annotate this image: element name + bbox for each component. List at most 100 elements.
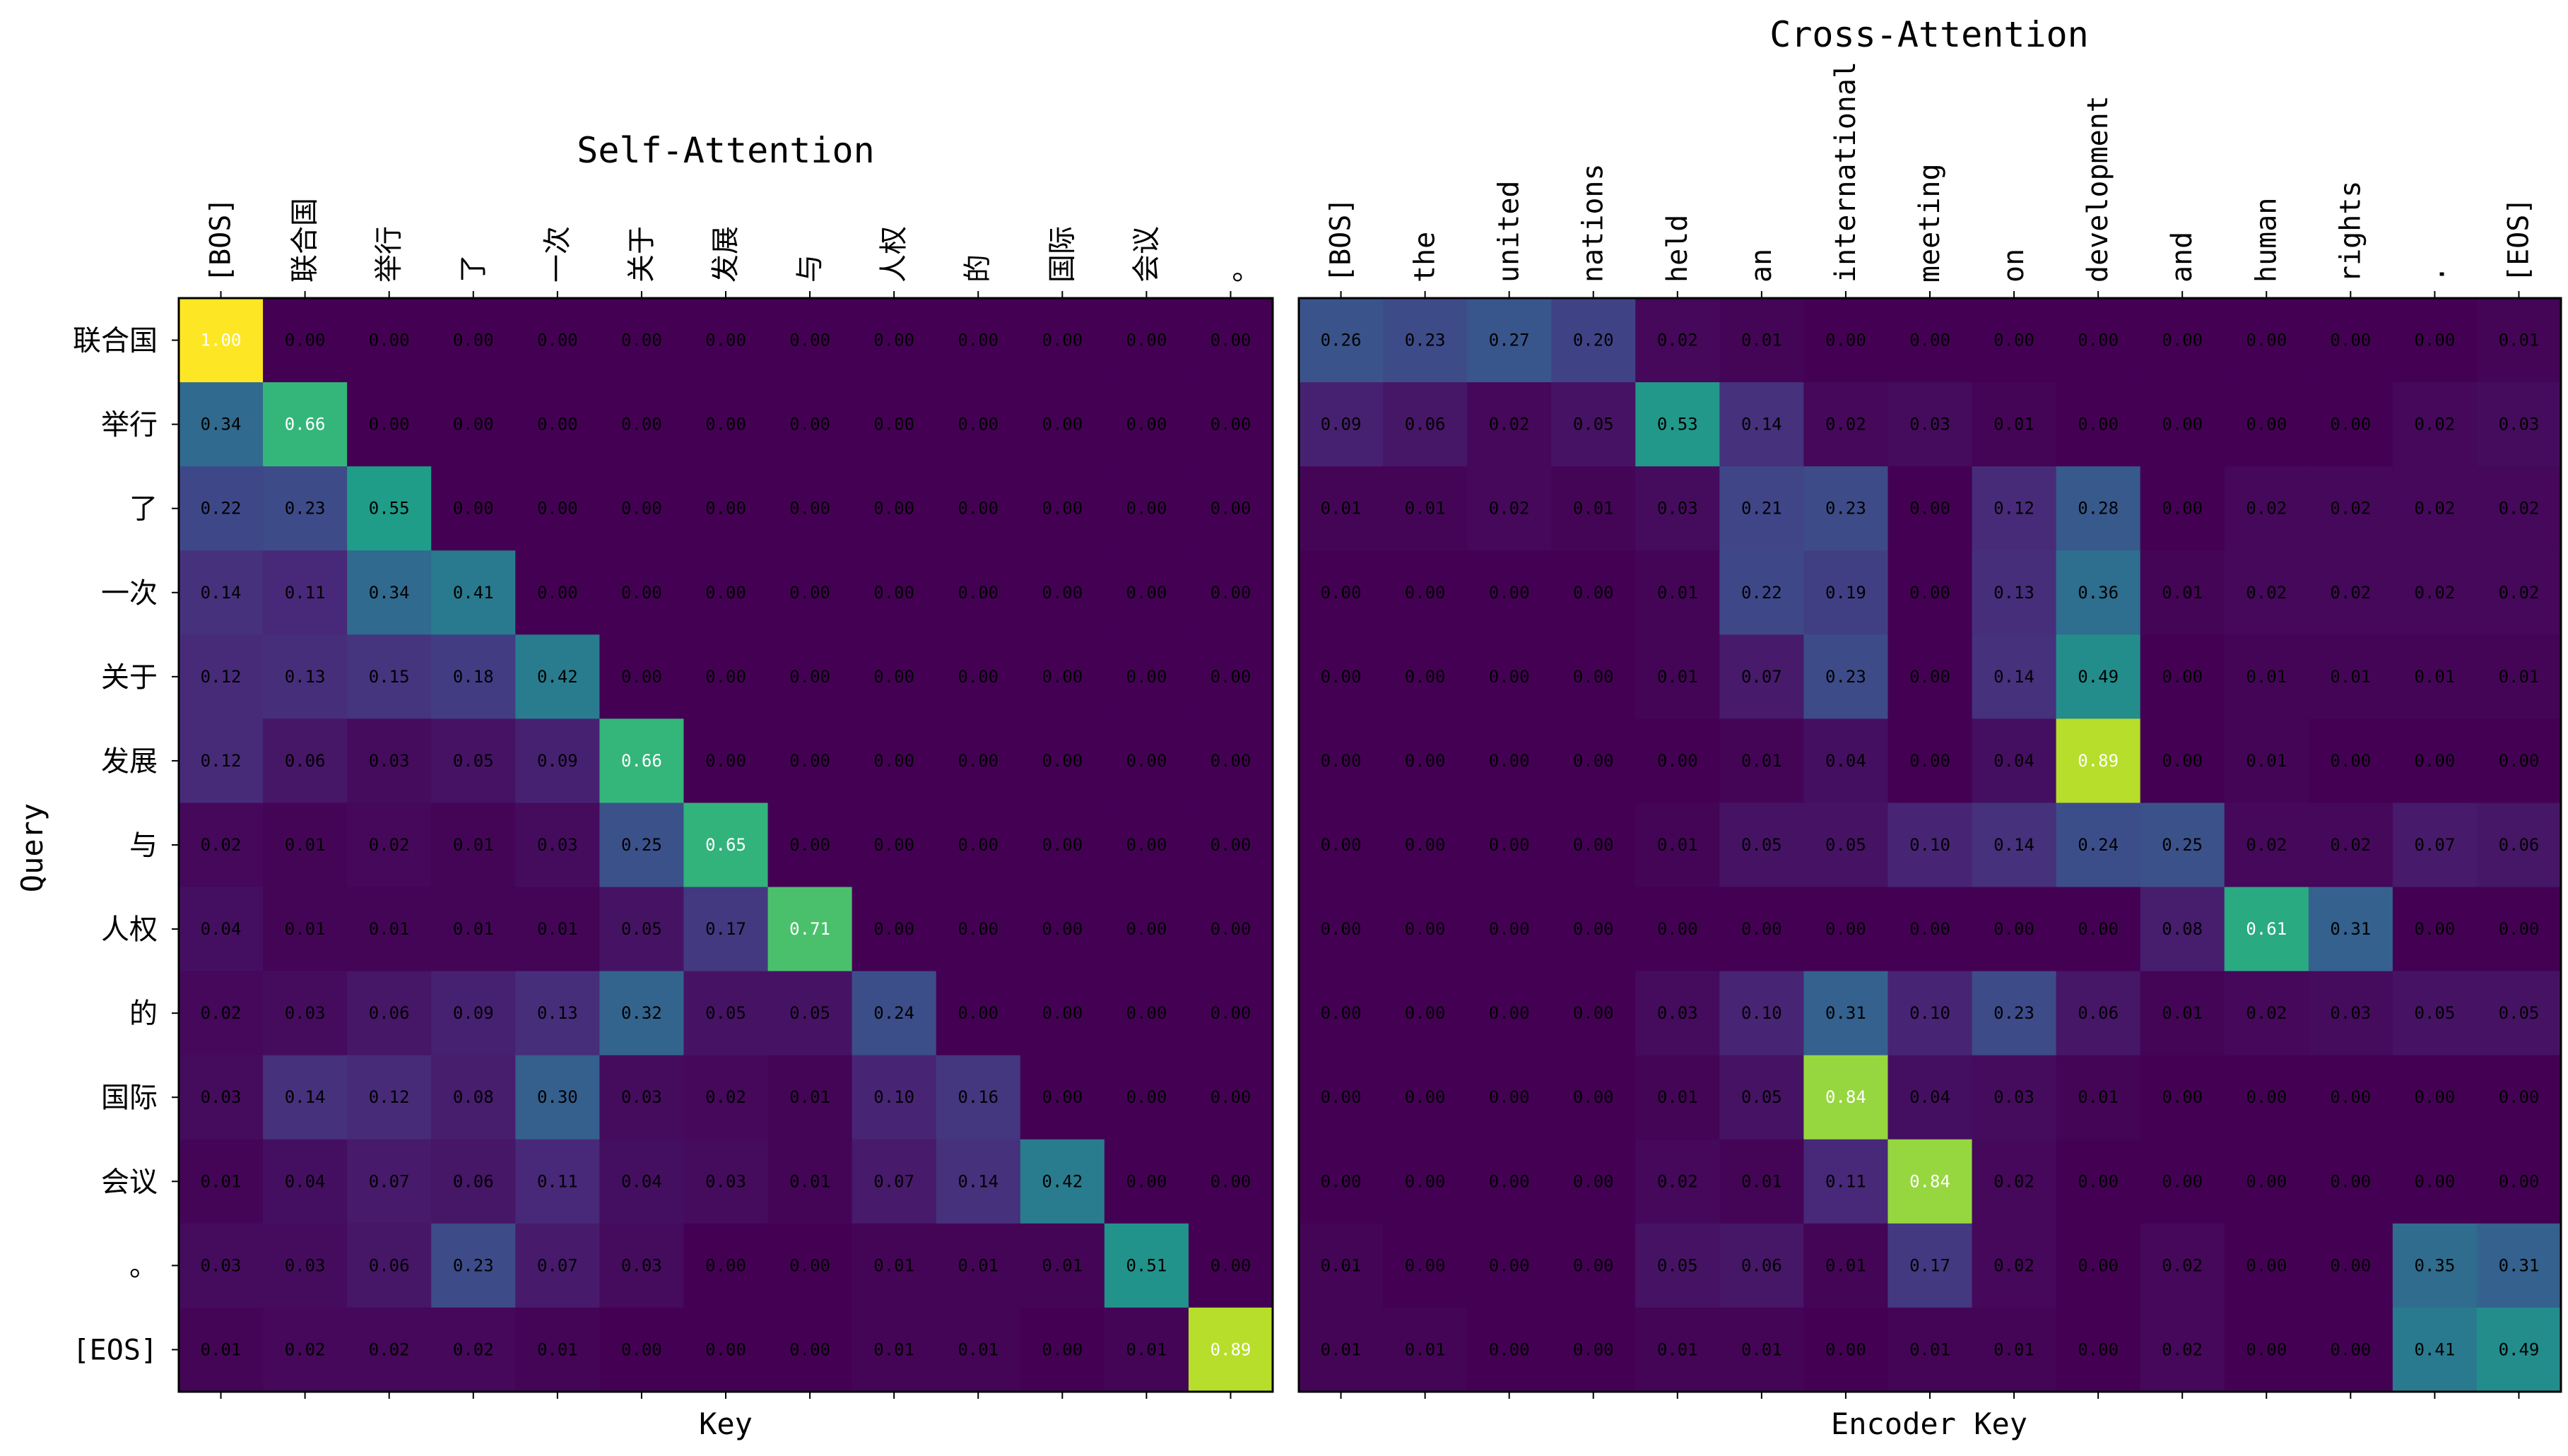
cross-cell-label-r2-c3: 0.01: [1573, 499, 1614, 519]
self-cell-label-r11-c8: 0.01: [873, 1255, 914, 1275]
self-cell-r5-c12: [1188, 718, 1273, 804]
self-cell-r10-c10: [1020, 1139, 1105, 1224]
self-cell-label-r11-c5: 0.03: [621, 1255, 662, 1275]
self-cell-r6-c2: [347, 803, 432, 888]
cross-cell-r4-c8: [1972, 634, 2057, 719]
self-cell-r11-c5: [599, 1223, 685, 1308]
cross-cell-r0-c13: [2392, 298, 2478, 383]
cross-xtick-label-international: international: [1830, 61, 1862, 283]
cross-cell-label-r7-c9: 0.00: [2078, 919, 2119, 939]
cross-xtick-label-on: on: [1998, 249, 2030, 283]
cross-cell-label-r3-c6: 0.19: [1825, 583, 1866, 603]
self-cell-label-r8-c8: 0.24: [873, 1003, 914, 1023]
self-cell-r12-c10: [1020, 1307, 1105, 1392]
self-cell-r3-c5: [599, 550, 685, 635]
cross-cell-r10-c11: [2224, 1139, 2309, 1224]
self-cell-label-r1-c11: 0.00: [1126, 415, 1167, 434]
self-cell-r3-c3: [431, 550, 516, 635]
self-cell-label-r2-c7: 0.00: [789, 499, 830, 519]
self-cell-label-r4-c4: 0.42: [537, 667, 578, 687]
self-cell-label-r2-c10: 0.00: [1042, 499, 1083, 519]
cross-cell-label-r0-c4: 0.02: [1657, 331, 1698, 350]
self-cell-r6-c0: [179, 803, 264, 888]
self-cell-r11-c3: [431, 1223, 516, 1308]
cross-xtick-label-meeting: meeting: [1914, 163, 1946, 283]
cross-cell-label-r6-c3: 0.00: [1573, 835, 1614, 855]
cross-cell-label-r10-c9: 0.00: [2078, 1171, 2119, 1191]
cross-cell-label-r1-c10: 0.00: [2162, 415, 2203, 434]
cross-cell-r12-c0: [1299, 1307, 1384, 1392]
cross-cell-r12-c4: [1635, 1307, 1720, 1392]
cross-xtick-label-development: development: [2082, 95, 2114, 283]
cross-cell-label-r10-c3: 0.00: [1573, 1171, 1614, 1191]
self-cell-r5-c4: [515, 718, 600, 804]
cross-cell-r9-c11: [2224, 1055, 2309, 1140]
cross-cell-r10-c0: [1299, 1139, 1384, 1224]
cross-cell-r7-c0: [1299, 887, 1384, 972]
self-cell-label-r0-c2: 0.00: [369, 331, 410, 350]
self-cell-r5-c0: [179, 718, 264, 804]
self-cell-r12-c9: [936, 1307, 1021, 1392]
cross-cell-r7-c13: [2392, 887, 2478, 972]
self-cell-label-r10-c11: 0.00: [1126, 1171, 1167, 1191]
self-cell-label-r0-c0: 1.00: [201, 331, 242, 350]
self-cell-label-r10-c12: 0.00: [1211, 1171, 1251, 1191]
cross-cell-label-r1-c5: 0.14: [1741, 415, 1782, 434]
self-cell-r0-c6: [683, 298, 769, 383]
cross-cell-label-r9-c6: 0.84: [1825, 1087, 1866, 1107]
cross-cell-r0-c7: [1887, 298, 1973, 383]
cross-cell-r3-c10: [2140, 550, 2225, 635]
cross-cell-r7-c2: [1467, 887, 1552, 972]
cross-cell-label-r0-c13: 0.00: [2415, 331, 2456, 350]
cross-cell-label-r9-c2: 0.00: [1489, 1087, 1530, 1107]
cross-cell-label-r12-c6: 0.00: [1825, 1339, 1866, 1359]
self-cell-r5-c7: [767, 718, 853, 804]
cross-cell-label-r11-c6: 0.01: [1825, 1255, 1866, 1275]
self-cell-r10-c6: [683, 1139, 769, 1224]
cross-cell-r8-c10: [2140, 971, 2225, 1056]
cross-cell-r9-c4: [1635, 1055, 1720, 1140]
self-ytick-label-8: 的: [129, 998, 158, 1030]
self-cell-r12-c12: [1188, 1307, 1273, 1392]
self-cell-label-r8-c4: 0.13: [537, 1003, 578, 1023]
self-cell-label-r4-c1: 0.13: [285, 667, 326, 687]
cross-cell-r11-c7: [1887, 1223, 1973, 1308]
self-cell-label-r6-c9: 0.00: [958, 835, 999, 855]
self-cell-label-r7-c11: 0.00: [1126, 919, 1167, 939]
cross-cell-label-r5-c11: 0.01: [2246, 751, 2287, 771]
self-cell-label-r4-c6: 0.00: [705, 667, 746, 687]
self-cell-r3-c4: [515, 550, 600, 635]
cross-cell-label-r10-c14: 0.00: [2499, 1171, 2540, 1191]
self-cell-label-r11-c11: 0.51: [1126, 1255, 1167, 1275]
cross-cell-label-r7-c14: 0.00: [2499, 919, 2540, 939]
cross-cell-r11-c4: [1635, 1223, 1720, 1308]
self-cell-r12-c8: [852, 1307, 937, 1392]
cross-cell-r11-c11: [2224, 1223, 2309, 1308]
self-cell-r8-c2: [347, 971, 432, 1056]
cross-cell-r11-c5: [1719, 1223, 1804, 1308]
self-cell-label-r4-c2: 0.15: [369, 667, 410, 687]
cross-cell-label-r6-c0: 0.00: [1321, 835, 1362, 855]
self-cell-r2-c10: [1020, 466, 1105, 551]
self-xtick-label-item-6: 发展: [709, 226, 742, 283]
cross-cell-label-r0-c1: 0.23: [1405, 331, 1446, 350]
self-attention-panel: Self-Attention 1.00 0.00 0.00 0.00 0.00 0.00 0…: [15, 130, 1274, 1441]
cross-cell-label-r0-c12: 0.00: [2330, 331, 2371, 350]
cross-cell-label-r5-c3: 0.00: [1573, 751, 1614, 771]
cross-cell-r2-c8: [1972, 466, 2057, 551]
cross-cell-label-r8-c14: 0.05: [2499, 1003, 2540, 1023]
cross-cell-r5-c8: [1972, 718, 2057, 804]
self-cell-label-r9-c7: 0.01: [789, 1087, 830, 1107]
self-cell-label-r10-c9: 0.14: [958, 1171, 999, 1191]
self-cell-r10-c12: [1188, 1139, 1273, 1224]
self-cell-label-r8-c7: 0.05: [789, 1003, 830, 1023]
cross-cell-r10-c3: [1551, 1139, 1636, 1224]
self-xtick-label-item-9: 的: [962, 254, 994, 283]
self-cell-label-r2-c4: 0.00: [537, 499, 578, 519]
cross-cell-label-r3-c9: 0.36: [2078, 583, 2119, 603]
self-cell-r10-c3: [431, 1139, 516, 1224]
self-cell-label-r7-c7: 0.71: [789, 919, 830, 939]
cross-cell-label-r7-c3: 0.00: [1573, 919, 1614, 939]
cross-cell-label-r11-c8: 0.02: [1993, 1255, 2034, 1275]
cross-cell-label-r3-c1: 0.00: [1405, 583, 1446, 603]
